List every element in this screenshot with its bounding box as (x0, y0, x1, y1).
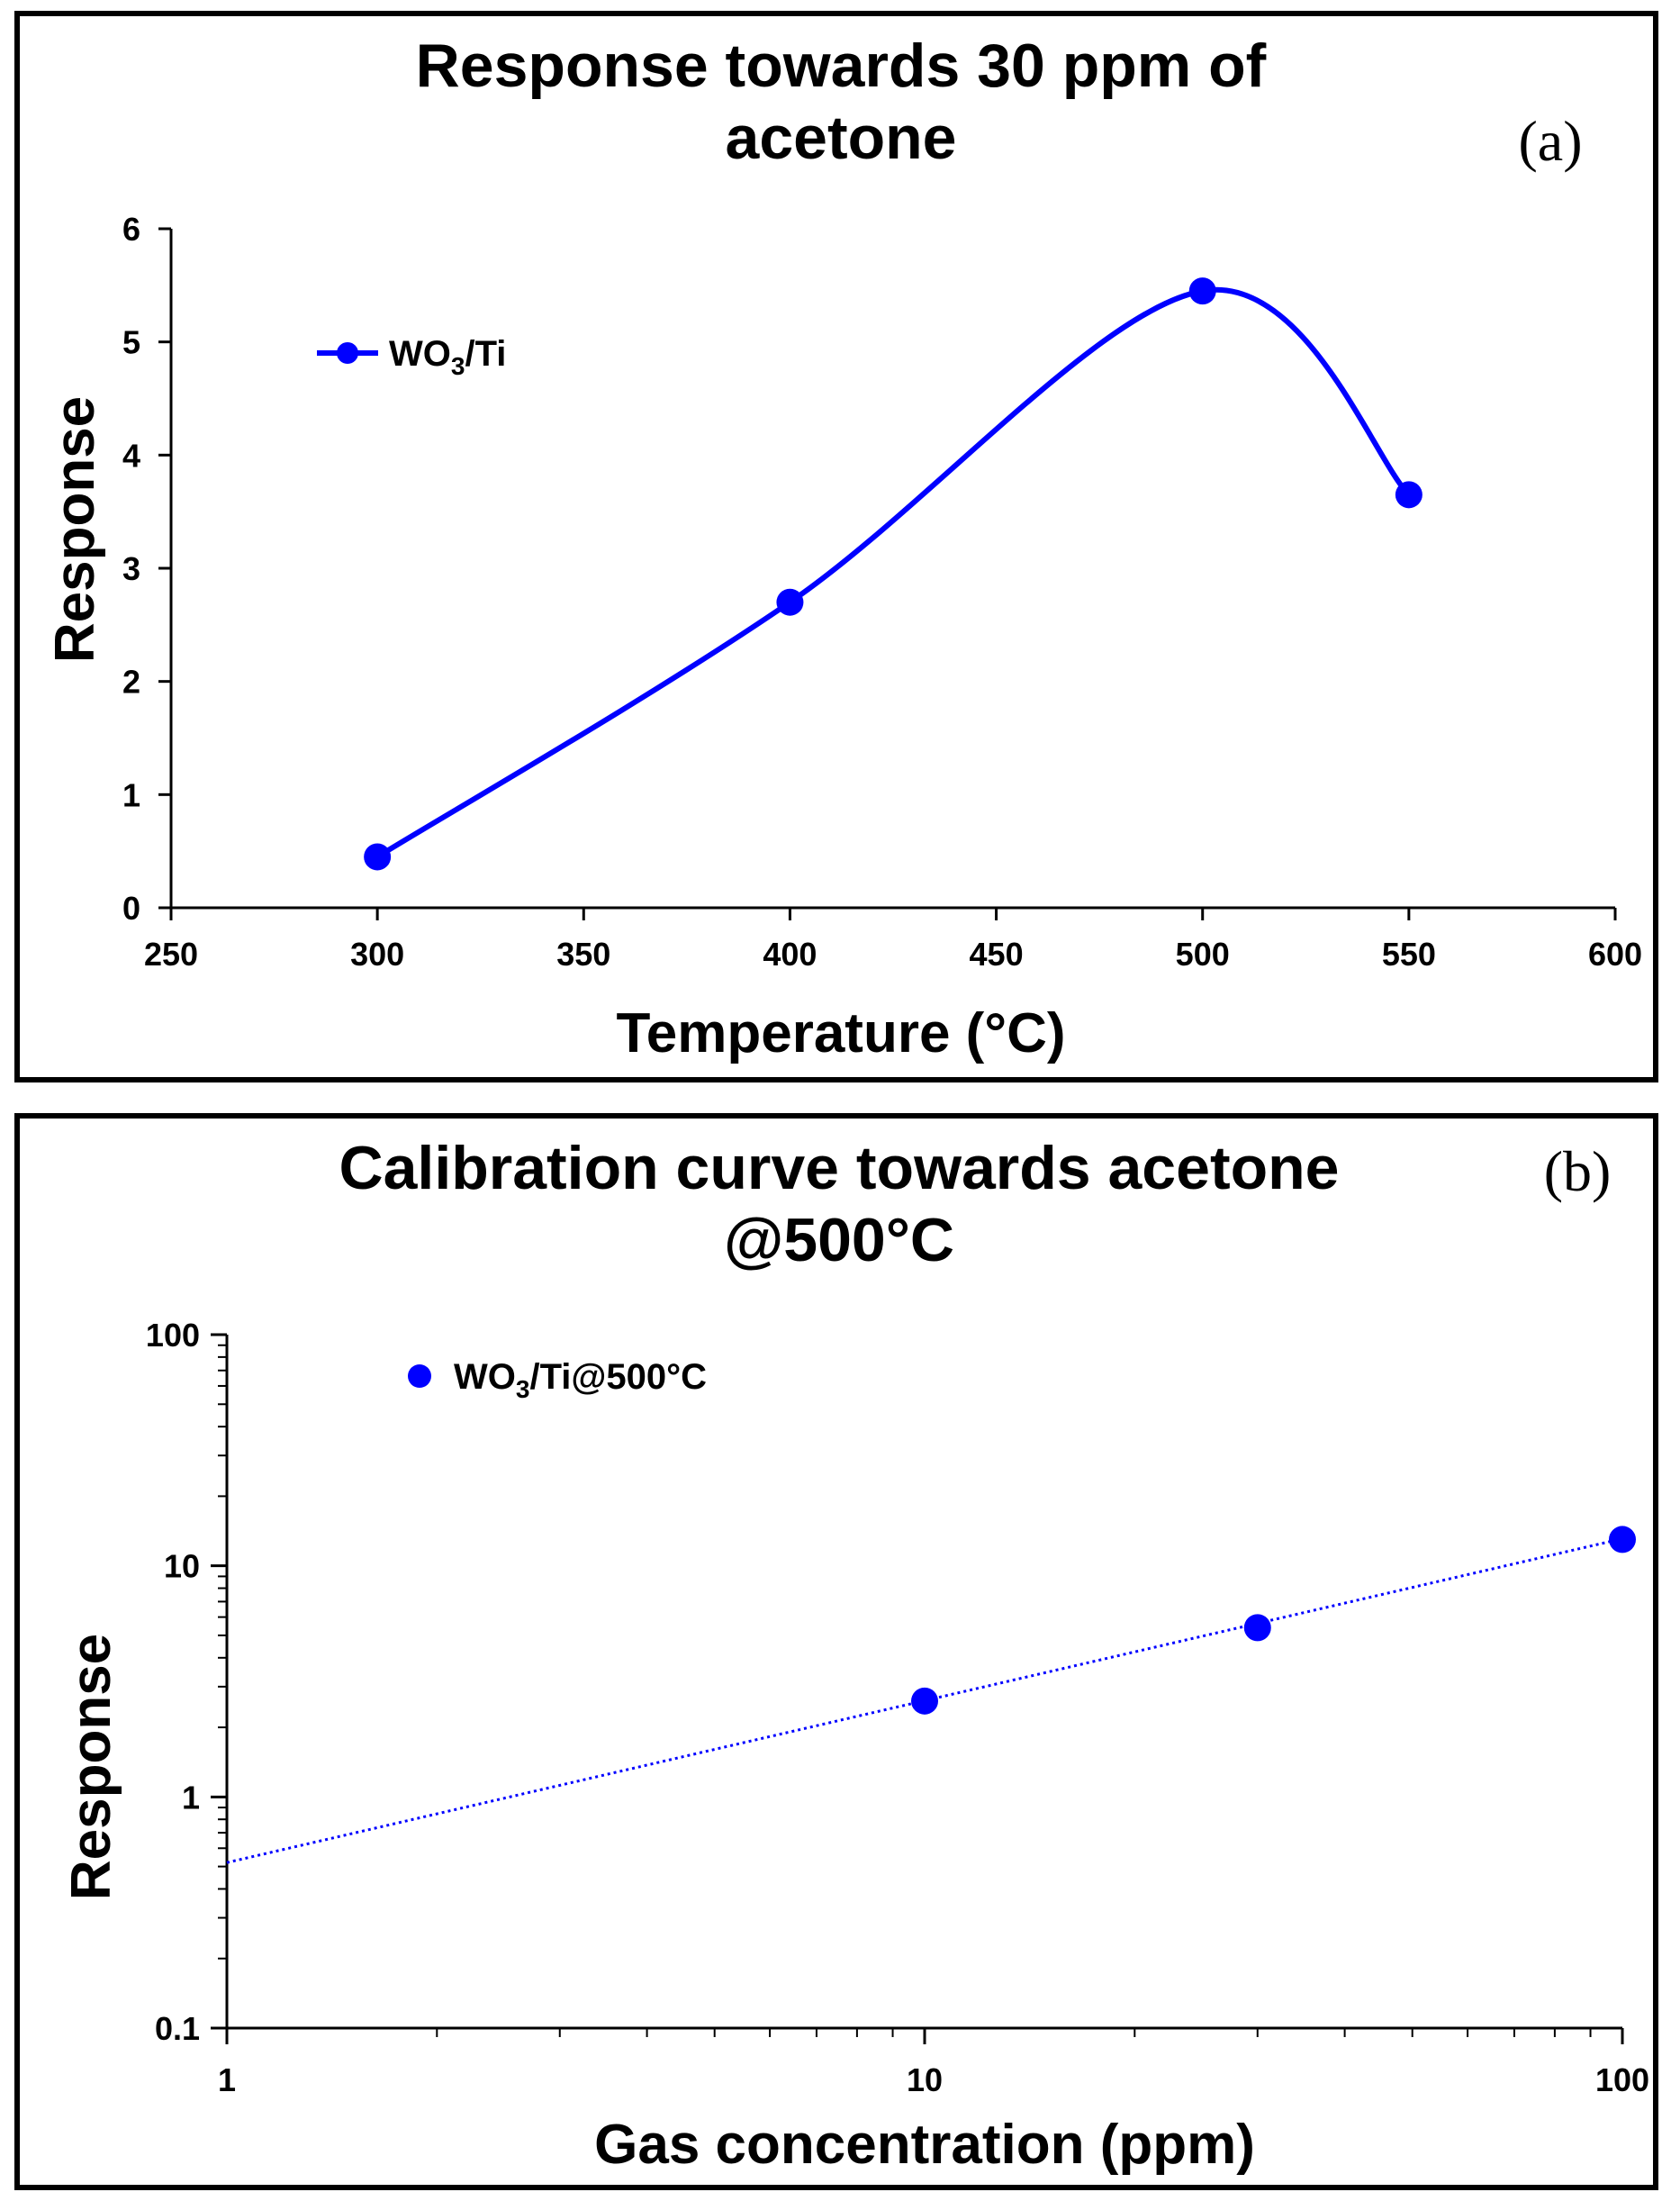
chart-b-y-axis-title: Response (60, 1634, 122, 1900)
chart-a-x-tick-label: 400 (763, 936, 817, 973)
chart-b-x-tick-label: 1 (218, 2061, 236, 2098)
chart-b-legend: WO3/Ti@500°C (408, 1357, 707, 1403)
chart-a-x-axis-title: Temperature (°C) (616, 1002, 1065, 1064)
chart-a-x-tick-label: 450 (970, 936, 1024, 973)
chart-a-x-tick-label: 300 (350, 936, 404, 973)
chart-b-y-tick-label: 0.1 (155, 2010, 200, 2047)
chart-a-x-tick-label: 550 (1382, 936, 1436, 973)
chart-a-data-point (776, 588, 804, 616)
chart-a-tick-labels: 250 300 350 400 450 500 550 600 0 1 2 3 4 5 6 (122, 211, 1642, 973)
chart-a-data-point (364, 843, 392, 871)
chart-b-y-tick-label: 1 (182, 1779, 200, 1816)
chart-a-legend-label: WO3/Ti (389, 334, 506, 380)
chart-a-title-line-1: Response towards 30 ppm of (416, 32, 1267, 100)
chart-a-y-tick-label: 5 (122, 324, 140, 361)
chart-a-legend-marker (337, 342, 358, 364)
chart-b-tick-labels: 1 10 100 0.1 1 10 100 (146, 1317, 1649, 2098)
chart-b-x-tick-label: 100 (1595, 2061, 1649, 2098)
chart-a-data-point (1188, 277, 1216, 305)
chart-b-y-tick-label: 100 (146, 1317, 200, 1354)
chart-a-legend: WO3/Ti (317, 334, 506, 380)
chart-b-series (226, 1526, 1636, 1864)
chart-b-title-line-2: @500°C (724, 1206, 954, 1274)
chart-a-y-axis-title: Response (44, 396, 106, 663)
chart-panel-b: Calibration curve towards acetone @500°C… (14, 1113, 1658, 2190)
chart-a-series (364, 277, 1423, 871)
chart-panel-a: Response towards 30 ppm of acetone (a) 2… (14, 11, 1658, 1082)
chart-a-y-tick-label: 6 (122, 211, 140, 248)
chart-b-panel-label: (b) (1544, 1139, 1612, 1203)
chart-a-x-tick-label: 250 (144, 936, 198, 973)
chart-b-axes (211, 1333, 1624, 2044)
chart-a-y-tick-label: 1 (122, 776, 140, 813)
chart-b-data-point (911, 1687, 938, 1715)
chart-b-legend-marker (408, 1364, 431, 1388)
chart-b-trendline (226, 1537, 1623, 1864)
chart-b-legend-label: WO3/Ti@500°C (454, 1357, 707, 1403)
chart-a-title-line-2: acetone (726, 104, 957, 172)
chart-a-x-tick-label: 350 (556, 936, 610, 973)
chart-a-x-tick-label: 600 (1588, 936, 1642, 973)
chart-b-svg: Calibration curve towards acetone @500°C… (60, 1134, 1649, 2176)
chart-a-y-tick-label: 4 (122, 437, 140, 474)
chart-a-data-point (1395, 481, 1423, 509)
chart-b-x-axis-title: Gas concentration (ppm) (594, 2114, 1255, 2176)
chart-a-y-tick-label: 3 (122, 550, 140, 587)
chart-b-x-tick-label: 10 (907, 2061, 943, 2098)
chart-a-y-tick-label: 2 (122, 664, 140, 701)
chart-a-axes (158, 227, 1617, 920)
chart-b-data-point (1243, 1614, 1271, 1642)
chart-a-panel-label: (a) (1518, 109, 1582, 173)
chart-b-data-point (1609, 1526, 1636, 1553)
chart-a-svg: Response towards 30 ppm of acetone (a) 2… (44, 32, 1642, 1064)
chart-a-y-tick-label: 0 (122, 890, 140, 927)
chart-a-x-tick-label: 500 (1176, 936, 1230, 973)
chart-b-title-line-1: Calibration curve towards acetone (339, 1134, 1340, 1202)
chart-a-series-line (375, 286, 1412, 860)
chart-b-y-tick-label: 10 (164, 1548, 200, 1585)
